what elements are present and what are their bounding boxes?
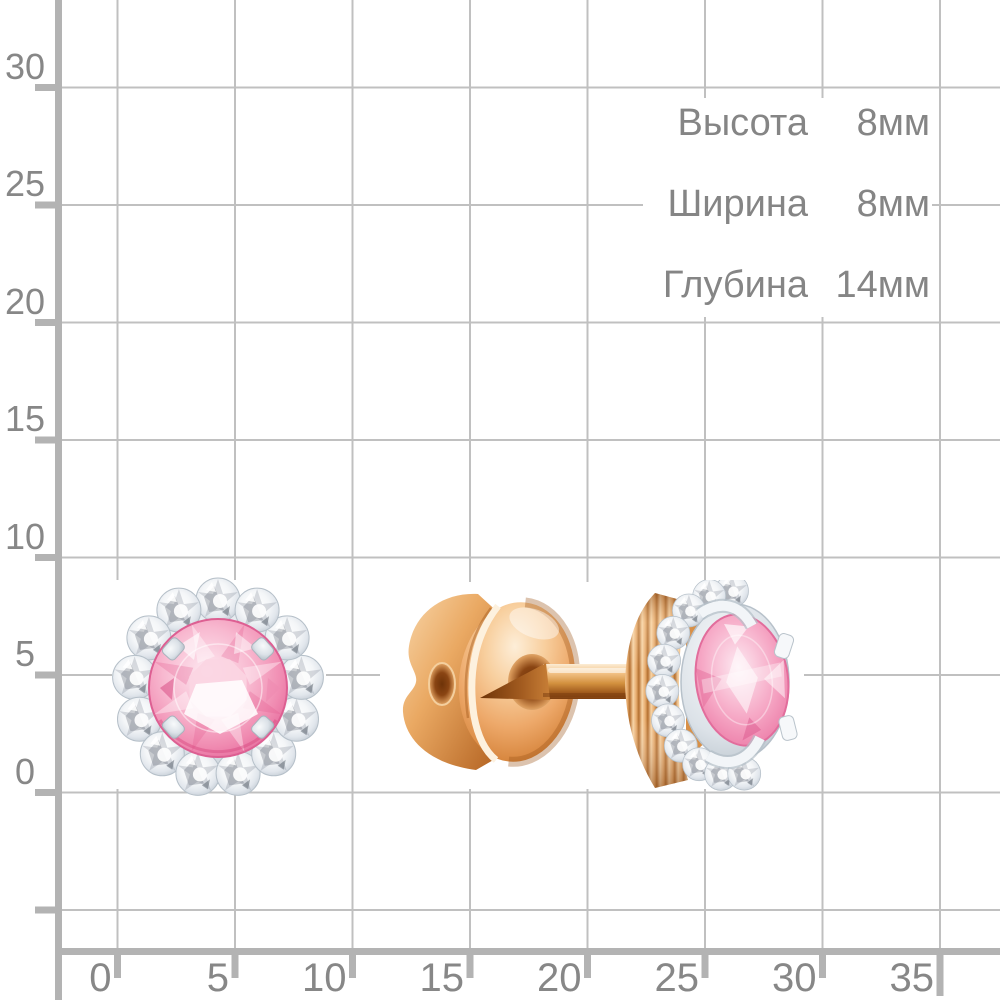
x-axis-label: 25 xyxy=(654,956,700,1000)
dimensions-panel: Высота 8мм Ширина 8мм Глубина 14мм xyxy=(642,98,932,317)
dimension-label: Глубина xyxy=(662,264,808,306)
x-axis-label: 20 xyxy=(537,956,582,1000)
dimension-label: Высота xyxy=(677,102,809,144)
dimension-value: 14мм xyxy=(835,264,930,306)
x-axis-label: 35 xyxy=(889,956,935,1000)
clasp-tube-opening xyxy=(428,662,456,706)
dimension-row-depth: Глубина 14мм xyxy=(662,264,930,307)
front-earring xyxy=(112,577,324,796)
earring-post xyxy=(480,654,630,710)
ear-nut-clasp xyxy=(402,593,581,770)
x-axis-label: 10 xyxy=(302,956,347,1000)
disc-rim-highlight xyxy=(468,603,501,763)
dimension-row-height: Высота 8мм xyxy=(677,102,930,145)
dimension-value: 8мм xyxy=(856,183,930,225)
front-pink-gem xyxy=(148,618,288,758)
y-axis-label: 5 xyxy=(14,633,36,674)
y-axis-label: 0 xyxy=(14,750,36,792)
x-axis-label: 15 xyxy=(419,956,465,1000)
dimension-row-width: Ширина 8мм xyxy=(667,183,930,226)
x-axis-label: 30 xyxy=(772,956,817,1000)
earring-side-view xyxy=(402,580,798,791)
dimension-label: Ширина xyxy=(667,183,808,225)
earring-front-view xyxy=(112,577,324,796)
earring-head-side xyxy=(625,580,798,791)
y-axis-label: 25 xyxy=(4,163,46,204)
y-axis-label: 20 xyxy=(4,280,46,322)
front-prongs xyxy=(161,637,275,739)
y-axis-label: 10 xyxy=(4,515,46,557)
dimension-value: 8мм xyxy=(856,102,930,144)
grid-axis-lines xyxy=(55,0,1000,1000)
x-axis-label: 0 xyxy=(89,956,112,1000)
grid-tick-marks xyxy=(35,84,944,996)
side-pink-gem xyxy=(694,613,790,747)
y-axis-label: 30 xyxy=(4,45,46,87)
x-axis-label: 5 xyxy=(206,956,229,1000)
side-prongs xyxy=(695,599,798,769)
y-axis-label: 15 xyxy=(4,398,46,439)
post-tip xyxy=(480,663,550,700)
disc-rim-shadow xyxy=(464,607,492,719)
